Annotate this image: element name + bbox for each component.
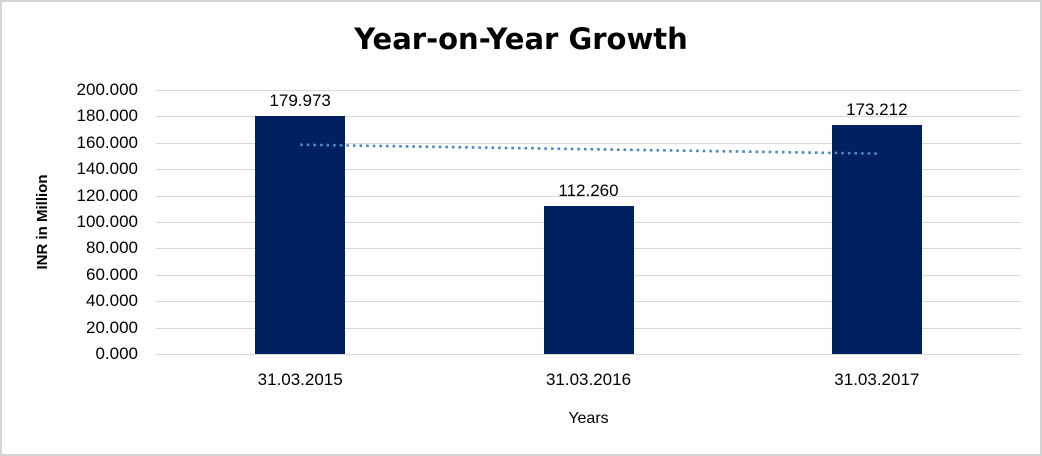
trendline-layer (300, 143, 877, 155)
bar-value-label: 173.212 (846, 100, 908, 120)
x-axis-title: Years (568, 410, 609, 427)
y-tick-label: 40.000 (86, 291, 138, 311)
y-tick-label: 200.000 (76, 80, 138, 99)
bar (831, 125, 922, 354)
gridline (156, 142, 1021, 144)
y-tick-label: 0.000 (95, 344, 138, 363)
y-axis-title: INR in Million (34, 174, 51, 270)
y-tick-label: 60.000 (86, 264, 138, 284)
trendline (300, 143, 877, 155)
y-tick-label: 120.000 (76, 185, 138, 205)
bar (543, 205, 634, 354)
x-tick-label: 31.03.2017 (834, 370, 920, 389)
y-tick-label: 180.000 (76, 106, 138, 126)
bar (255, 116, 346, 354)
gridline (156, 169, 1021, 171)
gridline (156, 354, 1021, 355)
y-tick-label: 160.000 (76, 132, 138, 152)
gridline (156, 90, 1021, 91)
x-tick-label: 31.03.2016 (545, 370, 632, 389)
gridline (156, 195, 1021, 197)
x-tick-label: 31.03.2015 (257, 370, 343, 389)
bar-value-label: 179.973 (269, 91, 331, 111)
chart-title: Year-on-Year Growth (354, 22, 688, 56)
gridline (156, 116, 1021, 118)
y-tick-label: 140.000 (76, 159, 138, 179)
y-tick-label: 100.000 (76, 212, 138, 231)
y-tick-label: 20.000 (86, 317, 138, 337)
bar-value-label: 112.260 (558, 180, 619, 200)
plot-area: 179.973 112.260 173.212 (156, 90, 1021, 355)
y-axis-labels: 0.000 20.000 40.000 60.000 80.000 100.000 120.… (2, 2, 138, 454)
y-tick-label: 80.000 (86, 238, 138, 258)
